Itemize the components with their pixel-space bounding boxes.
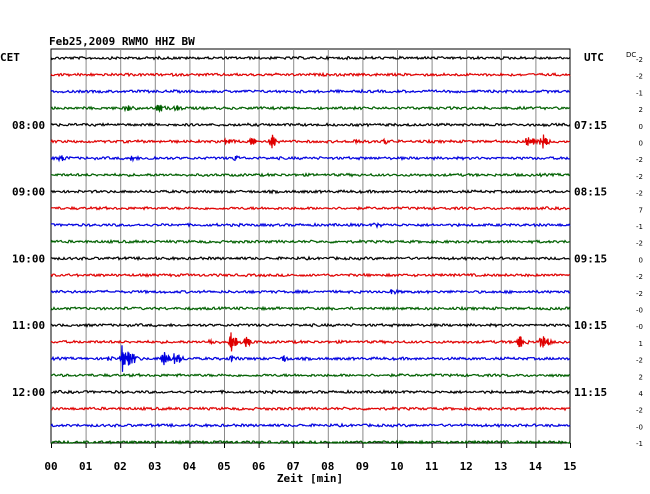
- dc-offset-label: -2: [636, 273, 643, 281]
- dc-offset-label: -0: [636, 423, 643, 431]
- dc-offset-label: -2: [636, 156, 643, 164]
- plot-frame: [50, 48, 571, 444]
- trace-row-12: [51, 255, 571, 262]
- trace-row-2: [50, 88, 571, 95]
- seismogram-traces: [50, 55, 571, 445]
- dc-offset-label: 7: [639, 206, 643, 214]
- trace-row-11: [50, 238, 571, 245]
- x-tick-label: 15: [563, 460, 576, 473]
- dc-offset-label: -2: [636, 290, 643, 298]
- dc-offset-label: 0: [639, 256, 643, 264]
- x-tick-label: 00: [44, 460, 57, 473]
- trace-row-17: [50, 332, 571, 352]
- left-zone-label: CET: [0, 51, 20, 64]
- dc-offset-label: -2: [636, 73, 643, 81]
- dc-offset-label: 0: [639, 140, 643, 148]
- chart-labels: Feb25,2009 RWMO HHZ BW CET UTC DC 08:00 09:00…: [0, 35, 644, 485]
- trace-row-0: [50, 55, 571, 61]
- dc-offset-label: -2: [636, 407, 643, 415]
- dc-offset-label: -2: [636, 240, 643, 248]
- dc-offset-label: -1: [636, 89, 643, 97]
- dc-offset-label: -2: [636, 173, 643, 181]
- trace-row-15: [50, 305, 571, 312]
- right-zone-label: UTC: [584, 51, 604, 64]
- trace-row-23: [50, 439, 571, 445]
- x-axis-label: Zeit [min]: [277, 472, 343, 485]
- x-tick-label: 05: [217, 460, 230, 473]
- x-tick-label: 01: [79, 460, 93, 473]
- trace-row-21: [50, 405, 571, 412]
- x-tick-label: 12: [460, 460, 473, 473]
- x-tick-label: 03: [148, 460, 161, 473]
- left-time-label: 11:00: [12, 319, 45, 332]
- trace-row-3: [50, 104, 571, 114]
- trace-row-16: [50, 322, 571, 329]
- x-tick-label: 13: [494, 460, 507, 473]
- x-tick-label: 09: [356, 460, 369, 473]
- dc-offset-label: -2: [636, 190, 643, 198]
- trace-row-10: [50, 222, 571, 230]
- trace-row-1: [50, 71, 571, 78]
- dc-offset-label: 4: [639, 390, 644, 398]
- dc-offset-label: -0: [636, 307, 643, 315]
- x-tick-label: 11: [425, 460, 439, 473]
- x-tick-label: 06: [252, 460, 266, 473]
- trace-row-4: [50, 122, 571, 128]
- trace-row-8: [50, 189, 571, 195]
- dc-offset-label: -2: [636, 357, 643, 365]
- right-time-label: 11:15: [574, 386, 607, 399]
- trace-row-6: [50, 154, 570, 163]
- dc-label: DC: [626, 51, 636, 59]
- dc-offset-label: -0: [636, 323, 643, 331]
- left-time-label: 10:00: [12, 252, 45, 265]
- dc-offset-label: -2: [636, 56, 643, 64]
- left-time-label: 09:00: [12, 186, 45, 199]
- trace-row-5: [50, 134, 571, 149]
- right-time-label: 09:15: [574, 252, 607, 265]
- dc-offset-label: 1: [639, 340, 643, 348]
- dc-offset-label: 0: [639, 123, 643, 131]
- left-time-label: 08:00: [12, 119, 45, 132]
- trace-row-20: [50, 389, 571, 395]
- trace-row-14: [50, 288, 571, 295]
- trace-row-13: [50, 272, 571, 278]
- trace-row-9: [50, 205, 571, 211]
- x-tick-label: 08: [321, 460, 334, 473]
- right-time-label: 10:15: [574, 319, 607, 332]
- chart-title: Feb25,2009 RWMO HHZ BW: [49, 35, 195, 48]
- x-tick-label: 10: [390, 460, 403, 473]
- dc-offset-label: 2: [639, 373, 643, 381]
- dc-offset-label: 2: [639, 106, 643, 114]
- left-time-label: 12:00: [12, 386, 45, 399]
- trace-row-18: [51, 345, 571, 372]
- x-tick-label: 02: [114, 460, 127, 473]
- x-tick-label: 04: [183, 460, 197, 473]
- trace-row-22: [50, 422, 571, 429]
- right-time-label: 08:15: [574, 186, 607, 199]
- right-time-label: 07:15: [574, 119, 607, 132]
- trace-row-7: [51, 172, 571, 178]
- x-tick-label: 14: [529, 460, 543, 473]
- x-tick-label: 07: [287, 460, 300, 473]
- trace-row-19: [50, 372, 571, 378]
- minute-gridlines: [50, 48, 571, 448]
- dc-offset-label: -1: [636, 223, 643, 231]
- dc-offset-label: -1: [636, 440, 643, 448]
